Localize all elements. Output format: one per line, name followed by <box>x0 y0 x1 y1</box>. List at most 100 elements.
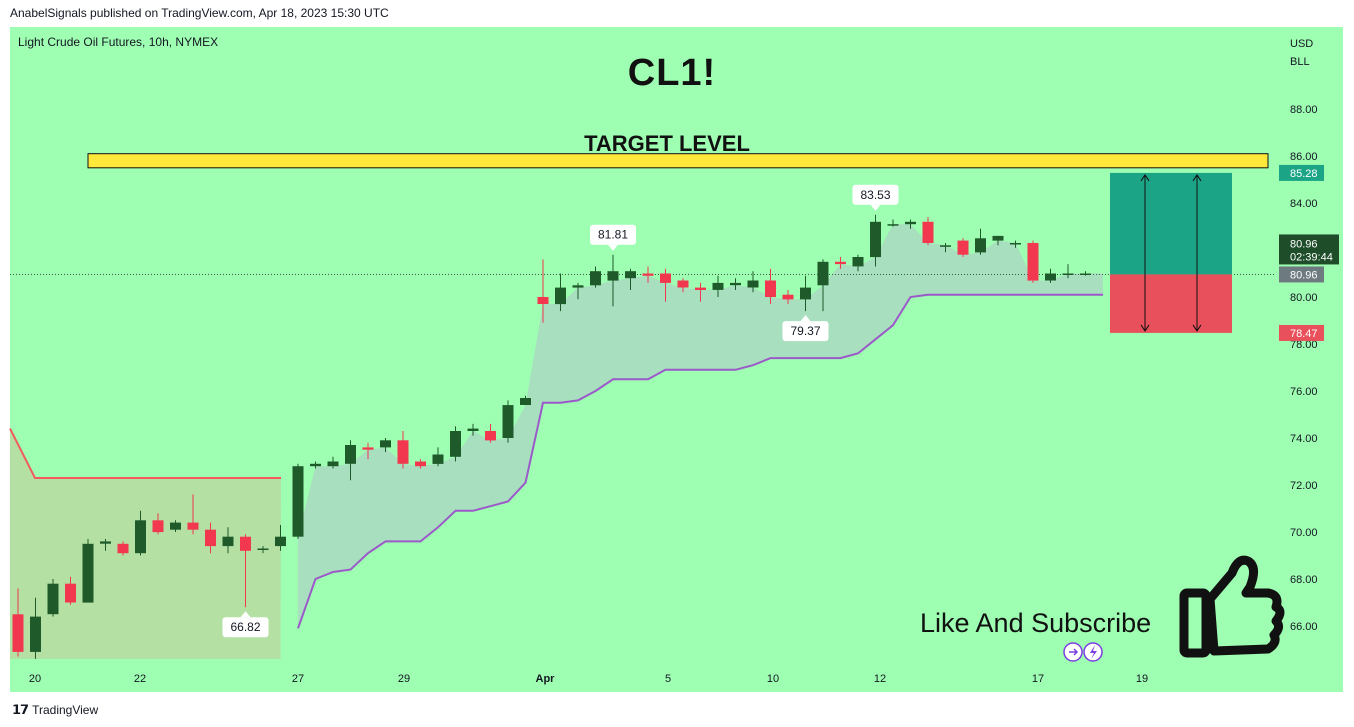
candle-body <box>695 287 706 290</box>
candle-body <box>222 536 234 547</box>
candle-body <box>450 431 461 457</box>
y-tick-label: 84.00 <box>1290 198 1318 210</box>
candle-body <box>152 520 164 533</box>
candle <box>467 423 479 436</box>
candle <box>852 254 864 272</box>
candle-body <box>957 240 969 255</box>
candle <box>572 282 584 300</box>
candle <box>47 579 59 617</box>
target-price-tag-bg <box>1279 164 1324 181</box>
candle-body <box>590 271 601 286</box>
candle <box>240 534 251 608</box>
candle-body <box>625 271 636 279</box>
candle <box>695 282 706 302</box>
callout-label: 79.37 <box>790 324 820 338</box>
candle-body <box>1080 273 1091 275</box>
profit-zone <box>1110 172 1232 275</box>
candle <box>432 447 444 467</box>
y-tick-label: 68.00 <box>1290 574 1318 586</box>
callout-box <box>590 224 636 245</box>
candle-body <box>642 273 654 276</box>
target-level-label: TARGET LEVEL <box>584 131 750 156</box>
candle <box>905 219 916 229</box>
candle-body <box>47 583 59 615</box>
callout-label: 83.53 <box>860 188 890 202</box>
candle-body <box>467 428 479 431</box>
candle <box>1010 240 1021 248</box>
symbol-info[interactable]: Light Crude Oil Futures, 10h, NYMEX <box>18 35 219 49</box>
chart-title-overlay: CL1! <box>627 52 717 94</box>
candle <box>362 442 374 460</box>
callout-label: 66.82 <box>230 620 260 634</box>
candle-body <box>940 245 951 247</box>
candle <box>835 257 846 269</box>
candle-body <box>292 466 304 537</box>
candle <box>625 268 636 290</box>
candle-body <box>397 440 409 464</box>
arrow-head-down <box>1140 324 1150 332</box>
candle-body <box>275 536 286 547</box>
social-icons <box>1063 642 1103 662</box>
candle-body <box>170 522 181 530</box>
candle <box>870 214 881 267</box>
thumb-hand <box>1205 555 1285 656</box>
candle-body <box>835 261 846 265</box>
candle <box>30 597 41 659</box>
lightning-icon <box>1090 645 1097 659</box>
supertrend-up-fill <box>298 224 1103 629</box>
thumb-cuff <box>1179 588 1211 658</box>
candle <box>275 525 286 551</box>
candle-body <box>1027 243 1039 281</box>
y-tick-label: 70.00 <box>1290 527 1318 539</box>
candle <box>940 243 951 253</box>
candle <box>957 238 969 257</box>
candle <box>257 546 269 554</box>
candle-body <box>362 447 374 450</box>
candle <box>1062 264 1074 279</box>
candle-body <box>537 297 549 304</box>
candle <box>117 541 129 556</box>
stop-price-tag-text: 78.47 <box>1290 328 1318 340</box>
candle-body <box>677 280 689 288</box>
candle-body <box>905 221 916 225</box>
target-level-band <box>87 153 1269 169</box>
price-callout: 79.37 <box>782 315 829 342</box>
currency-label: USD <box>1290 38 1314 50</box>
unit-label: BLL <box>1290 56 1310 68</box>
candle-body <box>747 280 759 288</box>
candle-body <box>100 541 111 544</box>
candle-body <box>887 224 899 226</box>
candle <box>327 456 339 469</box>
price-callout: 83.53 <box>852 184 899 211</box>
countdown-text: 02:39:44 <box>1290 251 1333 263</box>
candle-body <box>1062 273 1074 275</box>
candle <box>800 275 811 312</box>
candle <box>485 423 496 443</box>
candle <box>12 588 24 657</box>
candle <box>555 273 566 312</box>
candle <box>292 463 304 539</box>
candle-body <box>257 548 269 550</box>
candle <box>170 520 181 532</box>
x-tick-label: 17 <box>1032 673 1044 685</box>
candle-body <box>117 543 129 554</box>
y-tick-label: 88.00 <box>1290 104 1318 116</box>
candle-body <box>240 536 251 551</box>
candle <box>642 266 654 283</box>
arrow-head-up <box>1140 174 1150 182</box>
callout-label: 81.81 <box>598 228 628 242</box>
candle-body <box>800 287 811 300</box>
y-tick-label: 86.00 <box>1290 151 1318 163</box>
y-tick-label: 80.00 <box>1290 292 1318 304</box>
current-price-bg <box>1279 234 1339 265</box>
x-tick-label: 27 <box>292 673 304 685</box>
candle-body <box>730 282 741 286</box>
callout-box <box>852 184 899 205</box>
x-tick-label: Apr <box>536 673 556 685</box>
stop-price-tag-bg <box>1279 324 1324 341</box>
candle-body <box>782 294 794 300</box>
candle-body <box>205 529 216 547</box>
footer-brand[interactable]: 𝟭𝟳 TradingView <box>12 702 98 718</box>
candle <box>187 494 199 535</box>
